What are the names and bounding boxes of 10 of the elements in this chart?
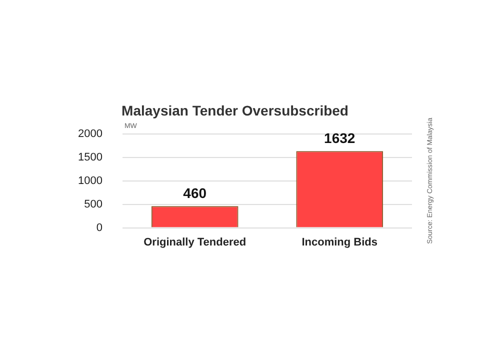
x-tick-label: Originally Tendered xyxy=(144,236,246,248)
chart-title: Malaysian Tender Oversubscribed xyxy=(122,102,348,118)
y-tick-label: 2000 xyxy=(78,128,102,140)
data-label: 1632 xyxy=(324,130,356,146)
y-tick-label: 1000 xyxy=(78,174,102,187)
y-tick-label: 0 xyxy=(96,222,102,234)
data-label: 460 xyxy=(183,185,207,202)
y-tick-label: 500 xyxy=(84,198,102,210)
y-tick-label: 1500 xyxy=(78,151,102,164)
x-tick-label: Incoming Bids xyxy=(302,236,378,248)
